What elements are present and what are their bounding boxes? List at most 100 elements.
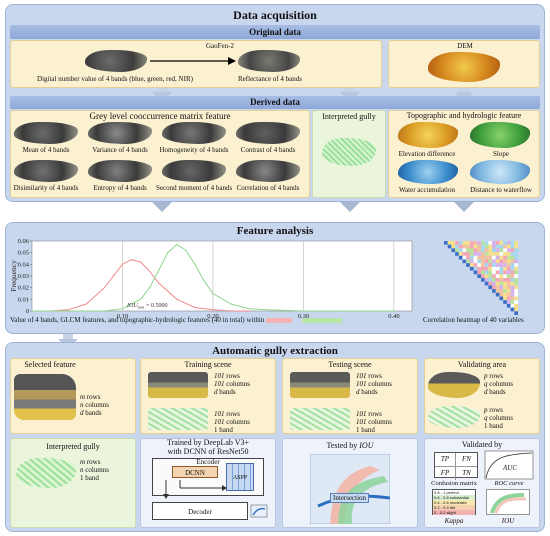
heatmap-cell [484,248,489,253]
heatmap-cell [492,278,496,282]
heatmap-cell [484,270,489,275]
heatmap-cell [499,266,504,271]
series-point [31,310,33,312]
heatmap-cell [473,241,478,245]
heatmap-cell [503,285,507,290]
heatmap-cell [488,285,493,290]
series-point [158,269,160,271]
heatmap-cell [462,248,467,253]
iou-annotation-value: = 0.5000 [145,303,168,309]
heatmap-cell [492,259,496,264]
arrow-dn-to-reflectance [150,57,236,65]
heatmap-cell [499,244,504,249]
glcm-label-7: Second moment of 4 bands [156,184,233,192]
te-bands-var: d [356,388,360,396]
heatmap-cell [506,248,511,253]
glcm-image-2 [88,122,152,144]
sf-cols-var: n [80,401,84,409]
heatmap-cell [477,248,481,253]
intersection-text: Intersection [333,494,367,502]
heatmap-cell [484,244,489,249]
glcm-label-1: Mean of 4 bands [22,146,70,154]
gaofen-reflectance-image [238,50,300,72]
heatmap-cell [469,244,474,249]
roc-curve-chart: AUC [484,450,534,480]
series-point [302,310,305,312]
series-point [393,310,395,312]
heatmap-cell [473,266,478,271]
iou-annotation: IOUmax = 0.5000 [126,303,167,310]
heatmap-cell [514,307,518,312]
heatmap-cell [481,248,485,253]
glcm-label-4: Contrast of 4 bands [240,146,296,154]
ig-cols-text: columns [85,466,109,474]
te2-cols-var: 101 [356,418,367,426]
heatmap-cell [488,255,493,260]
elevation-label: Elevation difference [398,150,456,158]
gaofen-label: GaoFen-2 [206,42,234,50]
heatmap-cell [462,244,467,249]
va2-cols: q columns [484,414,513,422]
heatmap-cell [506,274,511,278]
heatmap-cell [469,266,474,271]
heatmap-cell [444,241,448,245]
heatmap-cell [466,248,470,253]
heatmap-cell [495,241,500,245]
heatmap-cell [510,278,515,282]
ig-rows: m rows [80,458,100,466]
heatmap-cell [510,255,515,260]
derived-data-header: Derived data [10,96,540,109]
heatmap-cell [503,244,507,249]
tr-rows-text: rows [226,372,240,380]
heatmap-cell [458,255,463,260]
heatmap-cell [458,244,463,249]
tr-cols: 101 columns [214,380,250,388]
heatmap-cell [484,266,489,271]
heatmap-cell [492,281,496,286]
heatmap-cell [462,241,467,245]
heatmap-cell [469,255,474,260]
heatmap-cell [510,307,515,312]
heatmap-caption: Correlation heatmap of 40 variables [423,316,524,324]
y-tick-label: 0.02 [18,285,29,292]
heatmap-cell [481,274,485,278]
heatmap-cell [488,263,493,267]
selected-feature-stack [14,374,76,420]
heatmap-cell [503,248,507,253]
heatmap-cell [481,244,485,249]
cm-fp: FP [435,467,456,480]
x-tick-label: 0.10 [117,313,128,320]
heatmap-cell [469,252,474,256]
heatmap-cell [481,266,485,271]
aspp-layers: ASPP [226,463,254,491]
series-point [158,282,160,284]
heatmap-cell [484,278,489,282]
heatmap-cell [458,248,463,253]
glcm-image-4 [236,122,300,144]
section-title-gully-extraction: Automatic gully extraction [212,345,338,357]
tr-bands: d bands [214,388,236,396]
heatmap-cell [488,259,493,264]
series-point [139,261,142,263]
tr-bands-text: bands [219,388,236,396]
water-accumulation-label: Water accumulation [399,186,455,194]
series-point [167,252,169,254]
reflectance-label: Reflectance of 4 bands [238,75,302,83]
te-bands-text: bands [361,388,378,396]
heatmap-cell [477,252,481,256]
training-scene-stack [148,372,208,398]
iou-mini-diagram [486,489,530,515]
testing-scene-stack [290,372,350,398]
heatmap-cell [506,292,511,297]
roc-curve-caption: ROC curve [494,480,524,487]
heatmap-cell [503,278,507,282]
heatmap-cell [495,274,500,278]
heatmap-cell [514,255,518,260]
te-cols-var: 101 [356,380,367,388]
tr2-cols-text: columns [226,418,250,426]
training-label-image [148,408,208,430]
cm-tp: TP [435,453,456,467]
slope-image [470,122,530,148]
heatmap-cell [495,263,500,267]
arrow-gully-to-analysis [340,202,360,212]
